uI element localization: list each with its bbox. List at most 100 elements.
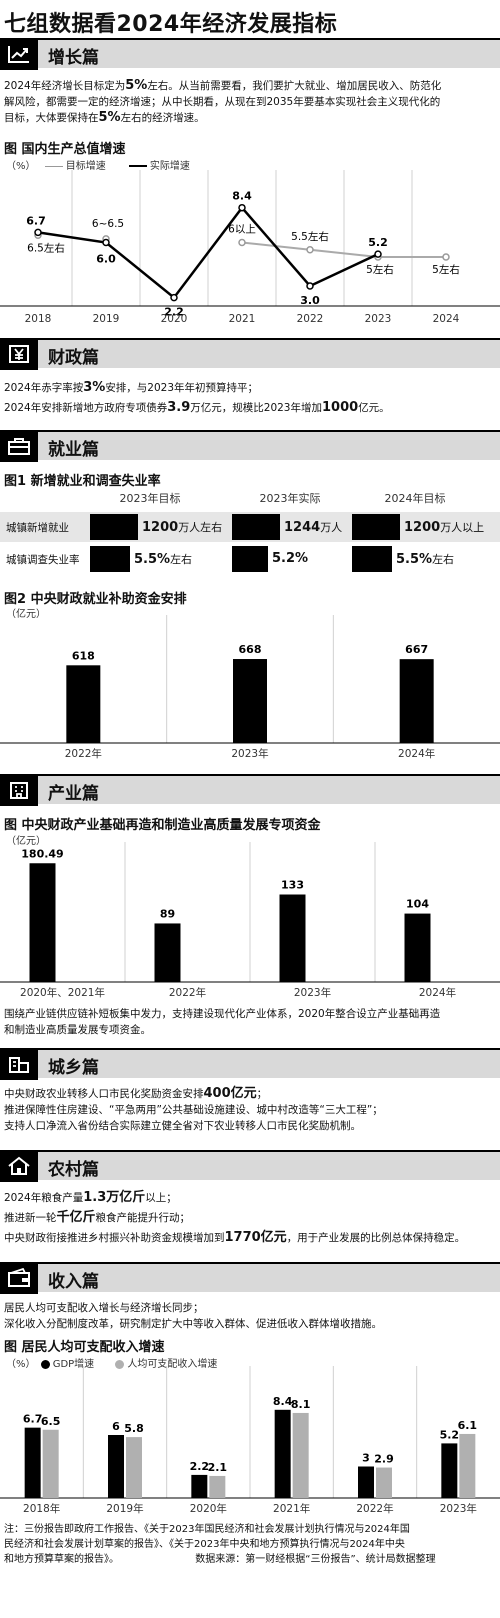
value-block bbox=[352, 514, 400, 540]
bar-value-label: 3 bbox=[362, 1452, 370, 1465]
section-label-finance: 财政篇 bbox=[48, 348, 99, 368]
income-text: 居民人均可支配收入增长与经济增长同步； 深化收入分配制度改革，研究制定扩大中等收入… bbox=[4, 1300, 496, 1332]
legend-dot-income bbox=[115, 1359, 125, 1369]
actual-value-label: 8.4 bbox=[232, 190, 252, 203]
text-segment: 围绕产业链供应链补短板集中发力，支持建设现代化产业体系，2020年整合设立产业基… bbox=[4, 1008, 441, 1020]
x-tick-label: 2020 bbox=[161, 313, 188, 325]
footer-line: 民经济和社会发展计划草案的报告》、《关于2023年中央和地方预算执行情况与202… bbox=[4, 1539, 405, 1550]
emp-col-header-2: 2024年目标 bbox=[384, 492, 446, 505]
section-header-income: 收入篇 bbox=[0, 1262, 500, 1294]
gdp-line-chart: 6.7 6.0 2.2 8.4 3.0 5.2 6.5左右 6~6.5 6以上 5.5左右 5左右 5… bbox=[0, 170, 500, 325]
value-block bbox=[90, 546, 130, 572]
bar bbox=[42, 1429, 59, 1498]
x-tick-label: 2021年 bbox=[273, 1502, 310, 1515]
house-icon bbox=[0, 1150, 38, 1182]
bar-value-label: 668 bbox=[239, 643, 262, 656]
cell-value: 5.5%左右 bbox=[134, 551, 192, 567]
emp-col-header-1: 2023年实际 bbox=[259, 492, 321, 505]
cell-value: 1200万人左右 bbox=[142, 519, 222, 535]
bar bbox=[24, 1427, 41, 1498]
subsidy-chart-title: 图2 中央财政就业补助资金安排 bbox=[4, 592, 187, 607]
text-segment: ，用于产业发展的比例总体保持稳定。 bbox=[286, 1232, 466, 1244]
x-tick-label: 2019 bbox=[93, 313, 120, 325]
bar bbox=[279, 894, 306, 982]
value-block bbox=[90, 514, 138, 540]
text-segment: 亿元。 bbox=[358, 402, 390, 414]
emphasis-value: 3.9 bbox=[167, 400, 191, 415]
text-segment: 2024年安排新增地方政府专项债券 bbox=[4, 402, 168, 414]
industry-chart-unit: （亿元） bbox=[6, 836, 46, 847]
bar bbox=[29, 863, 56, 982]
legend-actual-label: 实际增速 bbox=[149, 161, 190, 172]
finance-text: 2024年赤字率按3%安排，与2023年年初预算持平； 2024年安排新增地方政府… bbox=[4, 378, 496, 418]
bar bbox=[66, 665, 101, 743]
section-header-employment: 就业篇 bbox=[0, 430, 500, 462]
emphasis-value: 1.3万亿斤 bbox=[83, 1190, 146, 1205]
emphasis-value: 1770亿元 bbox=[224, 1230, 287, 1245]
actual-value-label: 6.0 bbox=[96, 253, 116, 266]
cell-suffix: 万人 bbox=[320, 521, 343, 534]
legend-income-label: 人均可支配收入增速 bbox=[127, 1359, 218, 1370]
city-icon bbox=[0, 1048, 38, 1080]
emphasis-value: 1000 bbox=[322, 400, 359, 415]
cell-suffix: 万人以上 bbox=[440, 521, 485, 534]
actual-value-label: 5.2 bbox=[368, 236, 388, 249]
text-line: 居民人均可支配收入增长与经济增长同步； bbox=[4, 1300, 496, 1316]
bar bbox=[274, 1409, 291, 1498]
legend-swatch-target bbox=[44, 165, 63, 167]
bar bbox=[459, 1433, 476, 1498]
section-header-rural: 农村篇 bbox=[0, 1150, 500, 1182]
text-segment: 推进保障性住房建设、“平急两用”公共基础设施建设、城中村改造等“三大工程”； bbox=[4, 1104, 383, 1116]
briefcase-icon bbox=[0, 430, 38, 462]
emp-col-header-0: 2023年目标 bbox=[119, 492, 181, 505]
emphasis-value: 3% bbox=[83, 380, 106, 395]
text-segment: 安排，与2023年年初预算持平； bbox=[105, 382, 259, 394]
x-tick-label: 2023年 bbox=[440, 1502, 477, 1515]
section-label-employment: 就业篇 bbox=[48, 440, 99, 460]
bar-value-label: 5.2 bbox=[440, 1428, 460, 1441]
text-segment: 解风险，都需要一定的经济增速；从中长期看，从现在到2035年要基本实现社会主义现… bbox=[4, 96, 441, 108]
bar-value-label: 5.8 bbox=[124, 1422, 144, 1435]
actual-series-line bbox=[37, 205, 379, 300]
bar-value-label: 8.1 bbox=[291, 1398, 311, 1411]
income-chart-legend: （%） GDP增速 人均可支配收入增速 bbox=[6, 1355, 217, 1370]
value-block bbox=[232, 546, 268, 572]
yuan-icon bbox=[0, 338, 38, 370]
section-header-industry: 产业篇 bbox=[0, 774, 500, 806]
text-line: 2024年经济增长目标定为5%左右。从当前需要看，我们要扩大就业、增加居民收入、… bbox=[4, 78, 496, 94]
text-segment: ； bbox=[256, 1088, 268, 1100]
section-label-growth: 增长篇 bbox=[48, 48, 99, 68]
bar-value-label: 180.49 bbox=[21, 847, 63, 860]
growth-text: 2024年经济增长目标定为5%左右。从当前需要看，我们要扩大就业、增加居民收入、… bbox=[4, 78, 496, 126]
target-value-label: 6.5左右 bbox=[27, 241, 65, 254]
actual-point bbox=[102, 238, 110, 247]
bar-value-label: 618 bbox=[72, 649, 95, 662]
text-line: 和制造业高质量发展专项资金。 bbox=[4, 1022, 496, 1038]
bar bbox=[126, 1437, 142, 1498]
x-tick-label: 2022 bbox=[297, 313, 324, 325]
text-line: 解风险，都需要一定的经济增速；从中长期看，从现在到2035年要基本实现社会主义现… bbox=[4, 94, 496, 110]
bar bbox=[441, 1443, 458, 1498]
industry-chart-title: 图 中央财政产业基础再造和制造业高质量发展专项资金 bbox=[4, 818, 321, 833]
subsidy-chart-unit: （亿元） bbox=[6, 609, 46, 620]
actual-value-label: 2.2 bbox=[164, 306, 184, 319]
cell-suffix: 左右 bbox=[170, 553, 193, 566]
cell-suffix: 左右 bbox=[432, 553, 455, 566]
section-label-urban: 城乡篇 bbox=[48, 1058, 99, 1078]
table-row: 城镇新增就业 1200万人左右 1244万人 1200万人以上 bbox=[0, 512, 500, 542]
emphasis-value: 400亿元 bbox=[203, 1086, 257, 1101]
row-label: 城镇新增就业 bbox=[6, 522, 69, 534]
text-line: 围绕产业链供应链补短板集中发力，支持建设现代化产业体系，2020年整合设立产业基… bbox=[4, 1006, 496, 1022]
bar bbox=[191, 1474, 208, 1498]
wallet-icon bbox=[0, 1262, 38, 1294]
industry-text: 围绕产业链供应链补短板集中发力，支持建设现代化产业体系，2020年整合设立产业基… bbox=[4, 1006, 496, 1038]
x-tick-label: 2018 bbox=[25, 313, 52, 325]
text-segment: 和制造业高质量发展专项资金。 bbox=[4, 1024, 151, 1036]
target-value-label: 5左右 bbox=[432, 263, 460, 276]
actual-point bbox=[170, 293, 178, 302]
bar bbox=[108, 1435, 124, 1498]
cell-number: 5.2% bbox=[272, 551, 309, 566]
target-value-label: 6以上 bbox=[228, 224, 256, 236]
x-tick-label: 2024年 bbox=[398, 747, 435, 760]
target-value-label: 6~6.5 bbox=[92, 218, 124, 230]
